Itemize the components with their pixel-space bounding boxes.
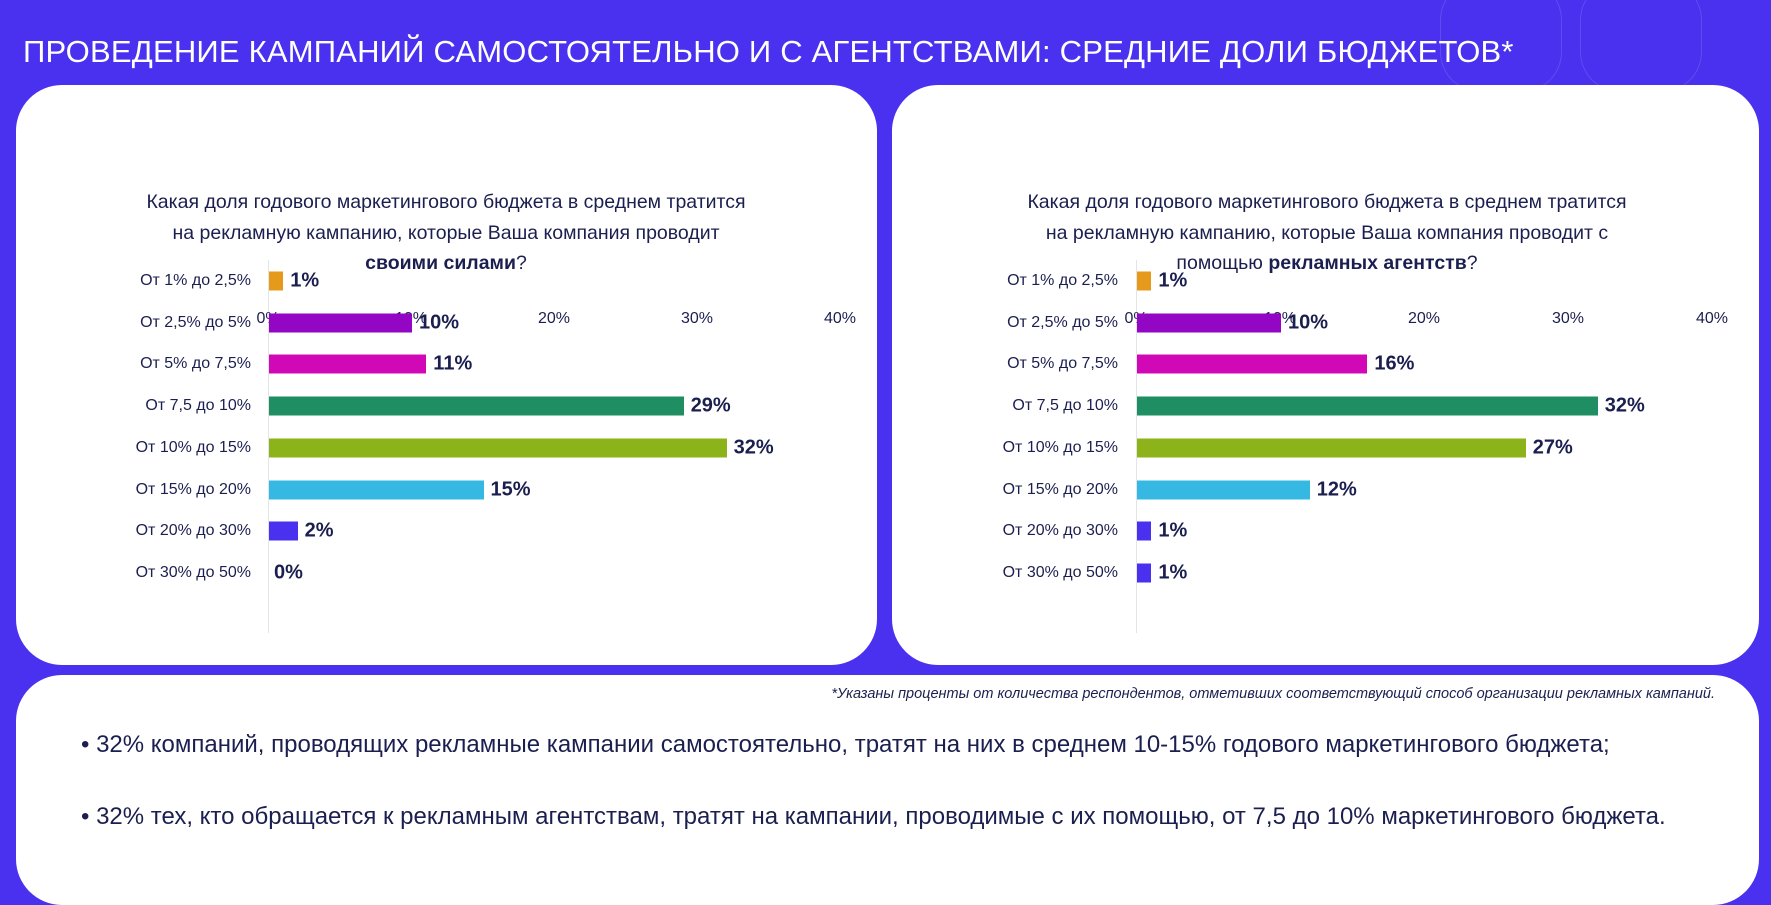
category-label: От 7,5 до 10% [145,397,251,415]
category-label: От 2,5% до 5% [1007,313,1118,331]
footnote: *Указаны проценты от количества респонде… [831,686,1715,702]
value-label: 12% [1316,478,1357,500]
value-label: 27% [1532,436,1573,459]
value-label: 16% [1374,352,1415,375]
category-label: От 5% до 7,5% [1007,355,1118,373]
chart-question: Какая доля годового маркетингового бюдже… [136,187,756,279]
bar [1137,563,1152,583]
category-label: От 30% до 50% [135,563,251,581]
summary-bullet: • 32% тех, кто обращается к рекламным аг… [81,803,1666,830]
bar-chart-self: 0% 10% 20% 30% 40% От 1% до 2,5% 1% От 2,5% до … [16,85,877,665]
category-label: От 1% до 2,5% [1007,272,1118,289]
bar [1137,480,1310,499]
x-tick-label: 20% [537,310,571,327]
category-label: От 20% до 30% [135,522,251,540]
bar [1137,313,1281,333]
bar-chart-agency: 0%10%20%30%40%От 1% до 2,5%1%От 2,5% до … [892,85,1759,665]
question-text: Какая доля годового маркетингового бюдже… [1027,191,1627,274]
category-label: От 10% до 15% [1002,438,1118,456]
x-axis-line [268,260,269,633]
question-mark: ? [1466,252,1478,274]
bar [1137,438,1526,458]
category-label: От 15% до 20% [135,480,251,498]
x-tick-label: 40% [823,310,857,327]
x-tick-label: 30% [1551,310,1585,327]
x-tick-label: 20% [1407,310,1441,327]
bar [1137,521,1152,541]
value-label: 11% [433,352,473,375]
question-mark: ? [515,252,527,274]
bar [269,354,427,374]
category-label: От 2,5% до 5% [140,313,251,331]
bar [1137,396,1598,416]
value-label: 1% [1158,561,1188,584]
value-label: 10% [1288,311,1329,334]
x-axis-line [1136,260,1137,633]
category-label: От 10% до 15% [135,438,251,456]
question-emphasis: рекламных агентств [1268,252,1467,274]
chart-card-agency: Какая доля годового маркетингового бюдже… [892,85,1759,665]
question-emphasis: своими силами [365,252,516,274]
category-label: От 7,5 до 10% [1012,397,1118,415]
bar [269,271,284,291]
value-label: 32% [1604,394,1645,417]
bar [1137,271,1152,291]
bar [269,438,727,458]
chart-card-self: Какая доля годового маркетингового бюдже… [16,85,877,665]
page-title: ПРОВЕДЕНИЕ КАМПАНИЙ САМОСТОЯТЕЛЬНО И С А… [23,34,1514,69]
category-label: От 20% до 30% [1002,522,1118,540]
value-label: 1% [290,269,320,292]
value-label: 2% [304,519,334,542]
category-label: От 1% до 2,5% [140,272,251,289]
value-label: 29% [690,394,731,417]
summary-card [16,675,1759,905]
bar [269,313,412,333]
value-label: 32% [733,436,774,459]
summary-bullet: • 32% компаний, проводящих рекламные кам… [81,731,1610,758]
decorative-shape [1580,0,1702,92]
category-label: От 30% до 50% [1002,563,1118,581]
question-text: Какая доля годового маркетингового бюдже… [146,191,746,244]
bar [1137,354,1368,374]
bar [269,396,684,416]
x-tick-label: 30% [680,310,714,327]
bar [269,480,484,499]
chart-question: Какая доля годового маркетингового бюдже… [1017,187,1637,279]
value-label: 0% [274,561,303,584]
x-tick-label: 40% [1695,310,1729,327]
value-label: 15% [490,478,531,500]
category-label: От 5% до 7,5% [140,355,251,373]
value-label: 1% [1158,269,1188,292]
value-label: 1% [1158,519,1188,542]
value-label: 10% [419,311,460,334]
category-label: От 15% до 20% [1002,480,1118,498]
bar [269,521,298,541]
